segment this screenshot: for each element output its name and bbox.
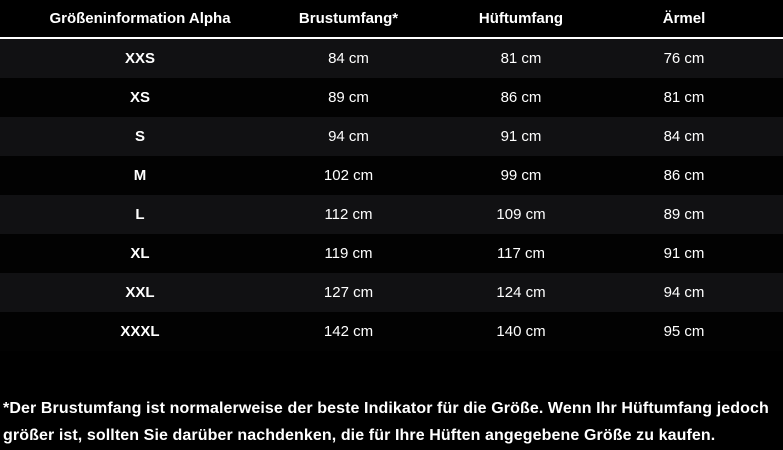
footnote: *Der Brustumfang ist normalerweise der b… bbox=[3, 395, 781, 449]
column-header-size: Größeninformation Alpha bbox=[0, 0, 280, 39]
sleeve-value: 76 cm bbox=[663, 50, 705, 67]
size-chart-header: Größeninformation Alpha Brustumfang* Hüf… bbox=[0, 0, 783, 39]
hip-value: 86 cm bbox=[500, 89, 542, 106]
sleeve-value: 84 cm bbox=[663, 128, 705, 145]
table-row: L 112 cm 109 cm 89 cm bbox=[0, 195, 783, 234]
sleeve-value: 95 cm bbox=[663, 323, 705, 340]
hip-value: 91 cm bbox=[500, 128, 542, 145]
hip-value: 81 cm bbox=[500, 50, 542, 67]
chest-value: 89 cm bbox=[328, 89, 369, 106]
hip-value: 124 cm bbox=[496, 284, 546, 301]
size-chart-table: Größeninformation Alpha Brustumfang* Hüf… bbox=[0, 0, 783, 351]
sleeve-value: 91 cm bbox=[663, 245, 705, 262]
chest-value: 127 cm bbox=[323, 284, 374, 301]
sleeve-value: 89 cm bbox=[663, 206, 705, 223]
table-row: XS 89 cm 86 cm 81 cm bbox=[0, 78, 783, 117]
table-row: XXXL 142 cm 140 cm 95 cm bbox=[0, 312, 783, 351]
chest-value: 94 cm bbox=[328, 128, 369, 145]
size-label: XS bbox=[129, 89, 150, 106]
table-row: XL 119 cm 117 cm 91 cm bbox=[0, 234, 783, 273]
sleeve-value: 81 cm bbox=[663, 89, 705, 106]
column-header-sleeve: Ärmel bbox=[625, 0, 783, 39]
column-header-hip: Hüftumfang bbox=[417, 0, 625, 39]
table-row: XXL 127 cm 124 cm 94 cm bbox=[0, 273, 783, 312]
size-label: L bbox=[135, 206, 145, 223]
chest-value: 142 cm bbox=[323, 323, 374, 340]
hip-value: 109 cm bbox=[496, 206, 546, 223]
chest-value: 112 cm bbox=[324, 206, 373, 223]
sleeve-value: 86 cm bbox=[663, 167, 705, 184]
footnote-line-1: *Der Brustumfang ist normalerweise der b… bbox=[3, 400, 769, 417]
size-label: XXS bbox=[124, 50, 155, 67]
size-label: M bbox=[133, 167, 147, 184]
size-label: S bbox=[134, 128, 145, 145]
size-table-body: XXS 84 cm 81 cm 76 cm XS 89 cm 86 cm 81 … bbox=[0, 38, 783, 351]
chest-value: 102 cm bbox=[323, 167, 374, 184]
table-row: XXS 84 cm 81 cm 76 cm bbox=[0, 38, 783, 78]
chest-value: 84 cm bbox=[328, 50, 369, 67]
hip-value: 117 cm bbox=[496, 245, 546, 262]
sleeve-value: 94 cm bbox=[663, 284, 705, 301]
column-header-chest: Brustumfang* bbox=[280, 0, 417, 39]
size-label: XXXL bbox=[120, 323, 160, 340]
size-label: XXL bbox=[125, 284, 155, 301]
hip-value: 99 cm bbox=[500, 167, 542, 184]
table-row: M 102 cm 99 cm 86 cm bbox=[0, 156, 783, 195]
chest-value: 119 cm bbox=[324, 245, 373, 262]
header-row: Größeninformation Alpha Brustumfang* Hüf… bbox=[0, 0, 783, 39]
footnote-line-2: größer ist, sollten Sie darüber nachdenk… bbox=[3, 427, 716, 444]
size-label: XL bbox=[130, 245, 150, 262]
table-row: S 94 cm 91 cm 84 cm bbox=[0, 117, 783, 156]
hip-value: 140 cm bbox=[496, 323, 546, 340]
